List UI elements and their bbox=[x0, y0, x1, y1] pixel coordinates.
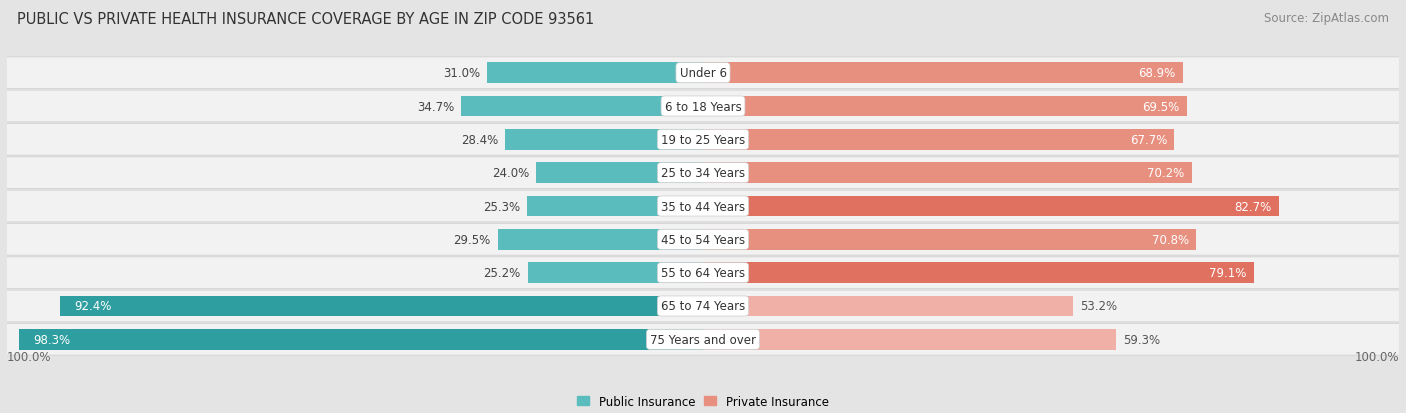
Text: 100.0%: 100.0% bbox=[7, 350, 52, 363]
Bar bbox=[60, 296, 703, 316]
Text: 92.4%: 92.4% bbox=[75, 300, 111, 313]
Text: 19 to 25 Years: 19 to 25 Years bbox=[661, 133, 745, 147]
Bar bbox=[488, 63, 703, 84]
FancyBboxPatch shape bbox=[3, 58, 1403, 89]
Text: 34.7%: 34.7% bbox=[418, 100, 454, 113]
Text: 45 to 54 Years: 45 to 54 Years bbox=[661, 233, 745, 246]
Text: 69.5%: 69.5% bbox=[1143, 100, 1180, 113]
Text: 24.0%: 24.0% bbox=[492, 167, 529, 180]
Bar bbox=[703, 296, 1073, 316]
Text: 67.7%: 67.7% bbox=[1130, 133, 1167, 147]
Text: PUBLIC VS PRIVATE HEALTH INSURANCE COVERAGE BY AGE IN ZIP CODE 93561: PUBLIC VS PRIVATE HEALTH INSURANCE COVER… bbox=[17, 12, 595, 27]
Text: Under 6: Under 6 bbox=[679, 67, 727, 80]
Text: 6 to 18 Years: 6 to 18 Years bbox=[665, 100, 741, 113]
FancyBboxPatch shape bbox=[3, 191, 1403, 222]
FancyBboxPatch shape bbox=[0, 157, 1406, 189]
Text: 55 to 64 Years: 55 to 64 Years bbox=[661, 266, 745, 280]
Bar bbox=[18, 329, 703, 350]
Text: 82.7%: 82.7% bbox=[1234, 200, 1271, 213]
FancyBboxPatch shape bbox=[3, 158, 1403, 189]
Bar bbox=[703, 263, 1254, 283]
Bar bbox=[703, 63, 1182, 84]
Text: 25.3%: 25.3% bbox=[482, 200, 520, 213]
FancyBboxPatch shape bbox=[0, 290, 1406, 322]
Text: 98.3%: 98.3% bbox=[32, 333, 70, 346]
Text: 28.4%: 28.4% bbox=[461, 133, 498, 147]
Text: 100.0%: 100.0% bbox=[1354, 350, 1399, 363]
Bar bbox=[703, 329, 1116, 350]
FancyBboxPatch shape bbox=[3, 91, 1403, 122]
Text: 75 Years and over: 75 Years and over bbox=[650, 333, 756, 346]
Text: 68.9%: 68.9% bbox=[1139, 67, 1175, 80]
FancyBboxPatch shape bbox=[3, 258, 1403, 288]
Bar bbox=[536, 163, 703, 183]
FancyBboxPatch shape bbox=[0, 57, 1406, 90]
FancyBboxPatch shape bbox=[0, 257, 1406, 289]
Text: 31.0%: 31.0% bbox=[443, 67, 481, 80]
FancyBboxPatch shape bbox=[0, 91, 1406, 123]
Bar bbox=[498, 230, 703, 250]
FancyBboxPatch shape bbox=[3, 125, 1403, 155]
Bar bbox=[527, 263, 703, 283]
Bar bbox=[703, 130, 1174, 150]
Text: 59.3%: 59.3% bbox=[1122, 333, 1160, 346]
FancyBboxPatch shape bbox=[3, 291, 1403, 322]
Text: 35 to 44 Years: 35 to 44 Years bbox=[661, 200, 745, 213]
Text: 25 to 34 Years: 25 to 34 Years bbox=[661, 167, 745, 180]
FancyBboxPatch shape bbox=[0, 224, 1406, 256]
FancyBboxPatch shape bbox=[3, 324, 1403, 355]
Text: 29.5%: 29.5% bbox=[454, 233, 491, 246]
Bar bbox=[505, 130, 703, 150]
FancyBboxPatch shape bbox=[3, 224, 1403, 255]
Bar bbox=[703, 163, 1191, 183]
Text: 79.1%: 79.1% bbox=[1209, 266, 1247, 280]
Bar bbox=[461, 97, 703, 117]
Text: 70.8%: 70.8% bbox=[1152, 233, 1189, 246]
Text: 65 to 74 Years: 65 to 74 Years bbox=[661, 300, 745, 313]
FancyBboxPatch shape bbox=[0, 124, 1406, 156]
Text: 70.2%: 70.2% bbox=[1147, 167, 1185, 180]
FancyBboxPatch shape bbox=[0, 190, 1406, 223]
Legend: Public Insurance, Private Insurance: Public Insurance, Private Insurance bbox=[578, 395, 828, 408]
Bar bbox=[527, 196, 703, 217]
FancyBboxPatch shape bbox=[0, 323, 1406, 356]
Text: 25.2%: 25.2% bbox=[484, 266, 520, 280]
Bar bbox=[703, 196, 1278, 217]
Bar bbox=[703, 97, 1187, 117]
Text: Source: ZipAtlas.com: Source: ZipAtlas.com bbox=[1264, 12, 1389, 25]
Text: 53.2%: 53.2% bbox=[1080, 300, 1118, 313]
Bar bbox=[703, 230, 1195, 250]
